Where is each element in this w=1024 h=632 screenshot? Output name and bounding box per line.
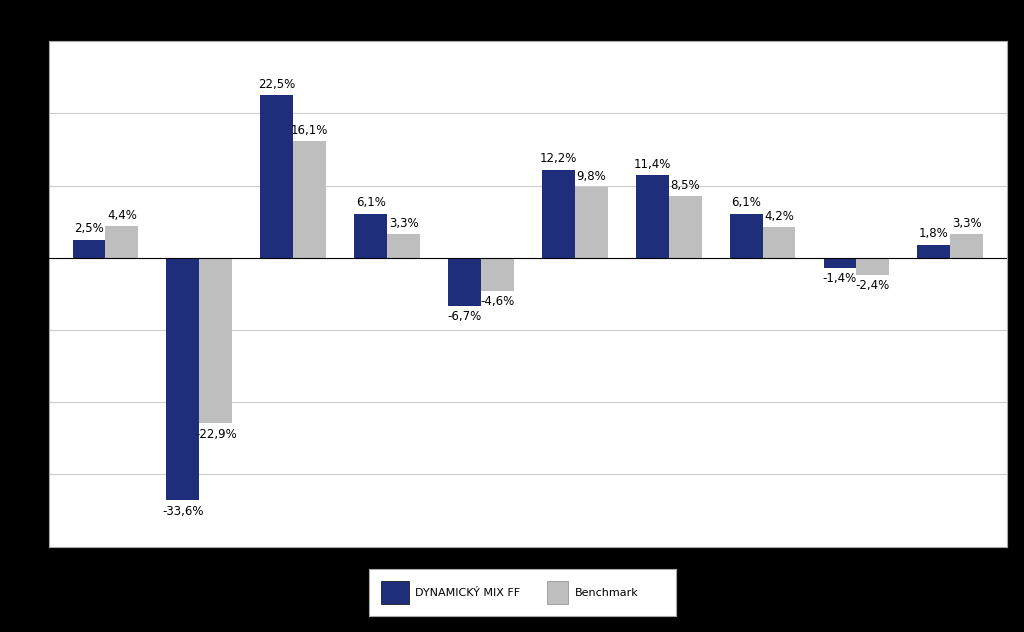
Text: 3,3%: 3,3% <box>389 217 419 229</box>
Text: -22,9%: -22,9% <box>195 427 237 441</box>
Bar <box>73 240 105 258</box>
Bar <box>918 245 950 258</box>
Text: 8,5%: 8,5% <box>671 179 700 192</box>
Bar <box>763 228 796 258</box>
Text: 4,2%: 4,2% <box>764 210 794 223</box>
Text: -1,4%: -1,4% <box>823 272 857 285</box>
Text: -33,6%: -33,6% <box>162 505 204 518</box>
Text: 11,4%: 11,4% <box>634 158 671 171</box>
Bar <box>200 258 232 423</box>
Text: 6,1%: 6,1% <box>355 197 386 209</box>
Text: 6,1%: 6,1% <box>731 197 761 209</box>
Bar <box>730 214 763 258</box>
Text: 12,2%: 12,2% <box>540 152 578 166</box>
Bar <box>293 142 326 258</box>
Text: DYNAMICKÝ MIX FF: DYNAMICKÝ MIX FF <box>415 588 520 597</box>
Bar <box>387 234 420 258</box>
Text: 2,5%: 2,5% <box>74 222 103 235</box>
Bar <box>669 197 701 258</box>
Bar <box>167 258 200 501</box>
Text: -2,4%: -2,4% <box>856 279 890 293</box>
Text: 4,4%: 4,4% <box>106 209 137 222</box>
Bar <box>636 176 669 258</box>
Text: 1,8%: 1,8% <box>919 228 948 240</box>
Bar <box>542 169 574 258</box>
Bar <box>260 95 293 258</box>
Text: Benchmark: Benchmark <box>574 588 638 597</box>
Text: 9,8%: 9,8% <box>577 169 606 183</box>
Bar <box>354 214 387 258</box>
Bar <box>823 258 856 268</box>
Bar <box>449 258 481 306</box>
Bar <box>856 258 889 275</box>
Bar <box>481 258 514 291</box>
Bar <box>950 234 983 258</box>
Text: 3,3%: 3,3% <box>952 217 982 229</box>
Bar <box>574 187 607 258</box>
Text: -6,7%: -6,7% <box>447 310 481 324</box>
Bar <box>547 581 568 604</box>
Text: -4,6%: -4,6% <box>480 295 514 308</box>
Bar <box>105 226 138 258</box>
Text: 22,5%: 22,5% <box>258 78 295 91</box>
Text: 16,1%: 16,1% <box>291 124 329 137</box>
Bar <box>381 581 409 604</box>
